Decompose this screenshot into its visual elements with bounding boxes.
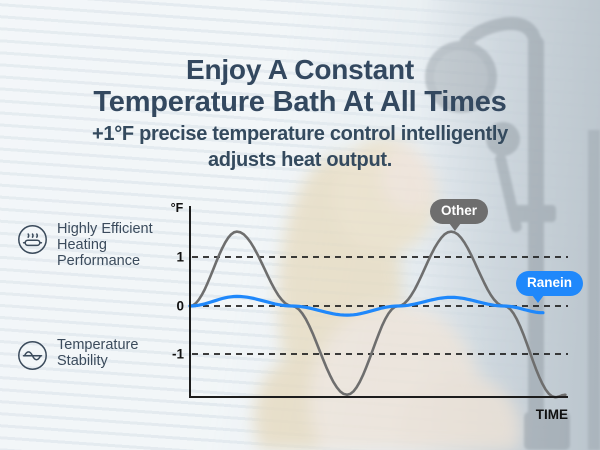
page-title-line2: Temperature Bath At All Times bbox=[93, 86, 507, 118]
chart-axes bbox=[189, 206, 568, 398]
page-subtitle: +1°F precise temperature control intelli… bbox=[0, 121, 600, 173]
subtitle-line1: +1°F precise temperature control intelli… bbox=[92, 123, 508, 145]
subtitle-line2: adjusts heat output. bbox=[207, 149, 392, 171]
x-axis-label: TIME bbox=[536, 407, 568, 422]
chart-svg: °F 1 0 -1 TIME bbox=[171, 201, 568, 422]
y-axis-label: °F bbox=[171, 201, 184, 215]
temperature-wave-icon bbox=[18, 341, 47, 370]
heating-element-icon bbox=[18, 225, 47, 254]
y-tick-neg1: -1 bbox=[172, 347, 184, 362]
other-series-bubble: Other bbox=[430, 199, 489, 230]
feature-temperature-stability: Temperature Stability bbox=[17, 337, 171, 371]
feature-label: Temperature Stability bbox=[57, 337, 139, 370]
y-tick-1: 1 bbox=[176, 250, 184, 265]
ranein-series-bubble: Ranein bbox=[516, 271, 584, 302]
curve-ranein bbox=[188, 294, 545, 317]
feature-heating-performance: Highly Efficient Heating Performance bbox=[17, 221, 171, 270]
y-tick-0: 0 bbox=[176, 299, 184, 314]
feature-label: Highly Efficient Heating Performance bbox=[57, 221, 153, 270]
page-title-line1: Enjoy A Constant bbox=[185, 54, 415, 85]
curve-other bbox=[188, 230, 567, 399]
